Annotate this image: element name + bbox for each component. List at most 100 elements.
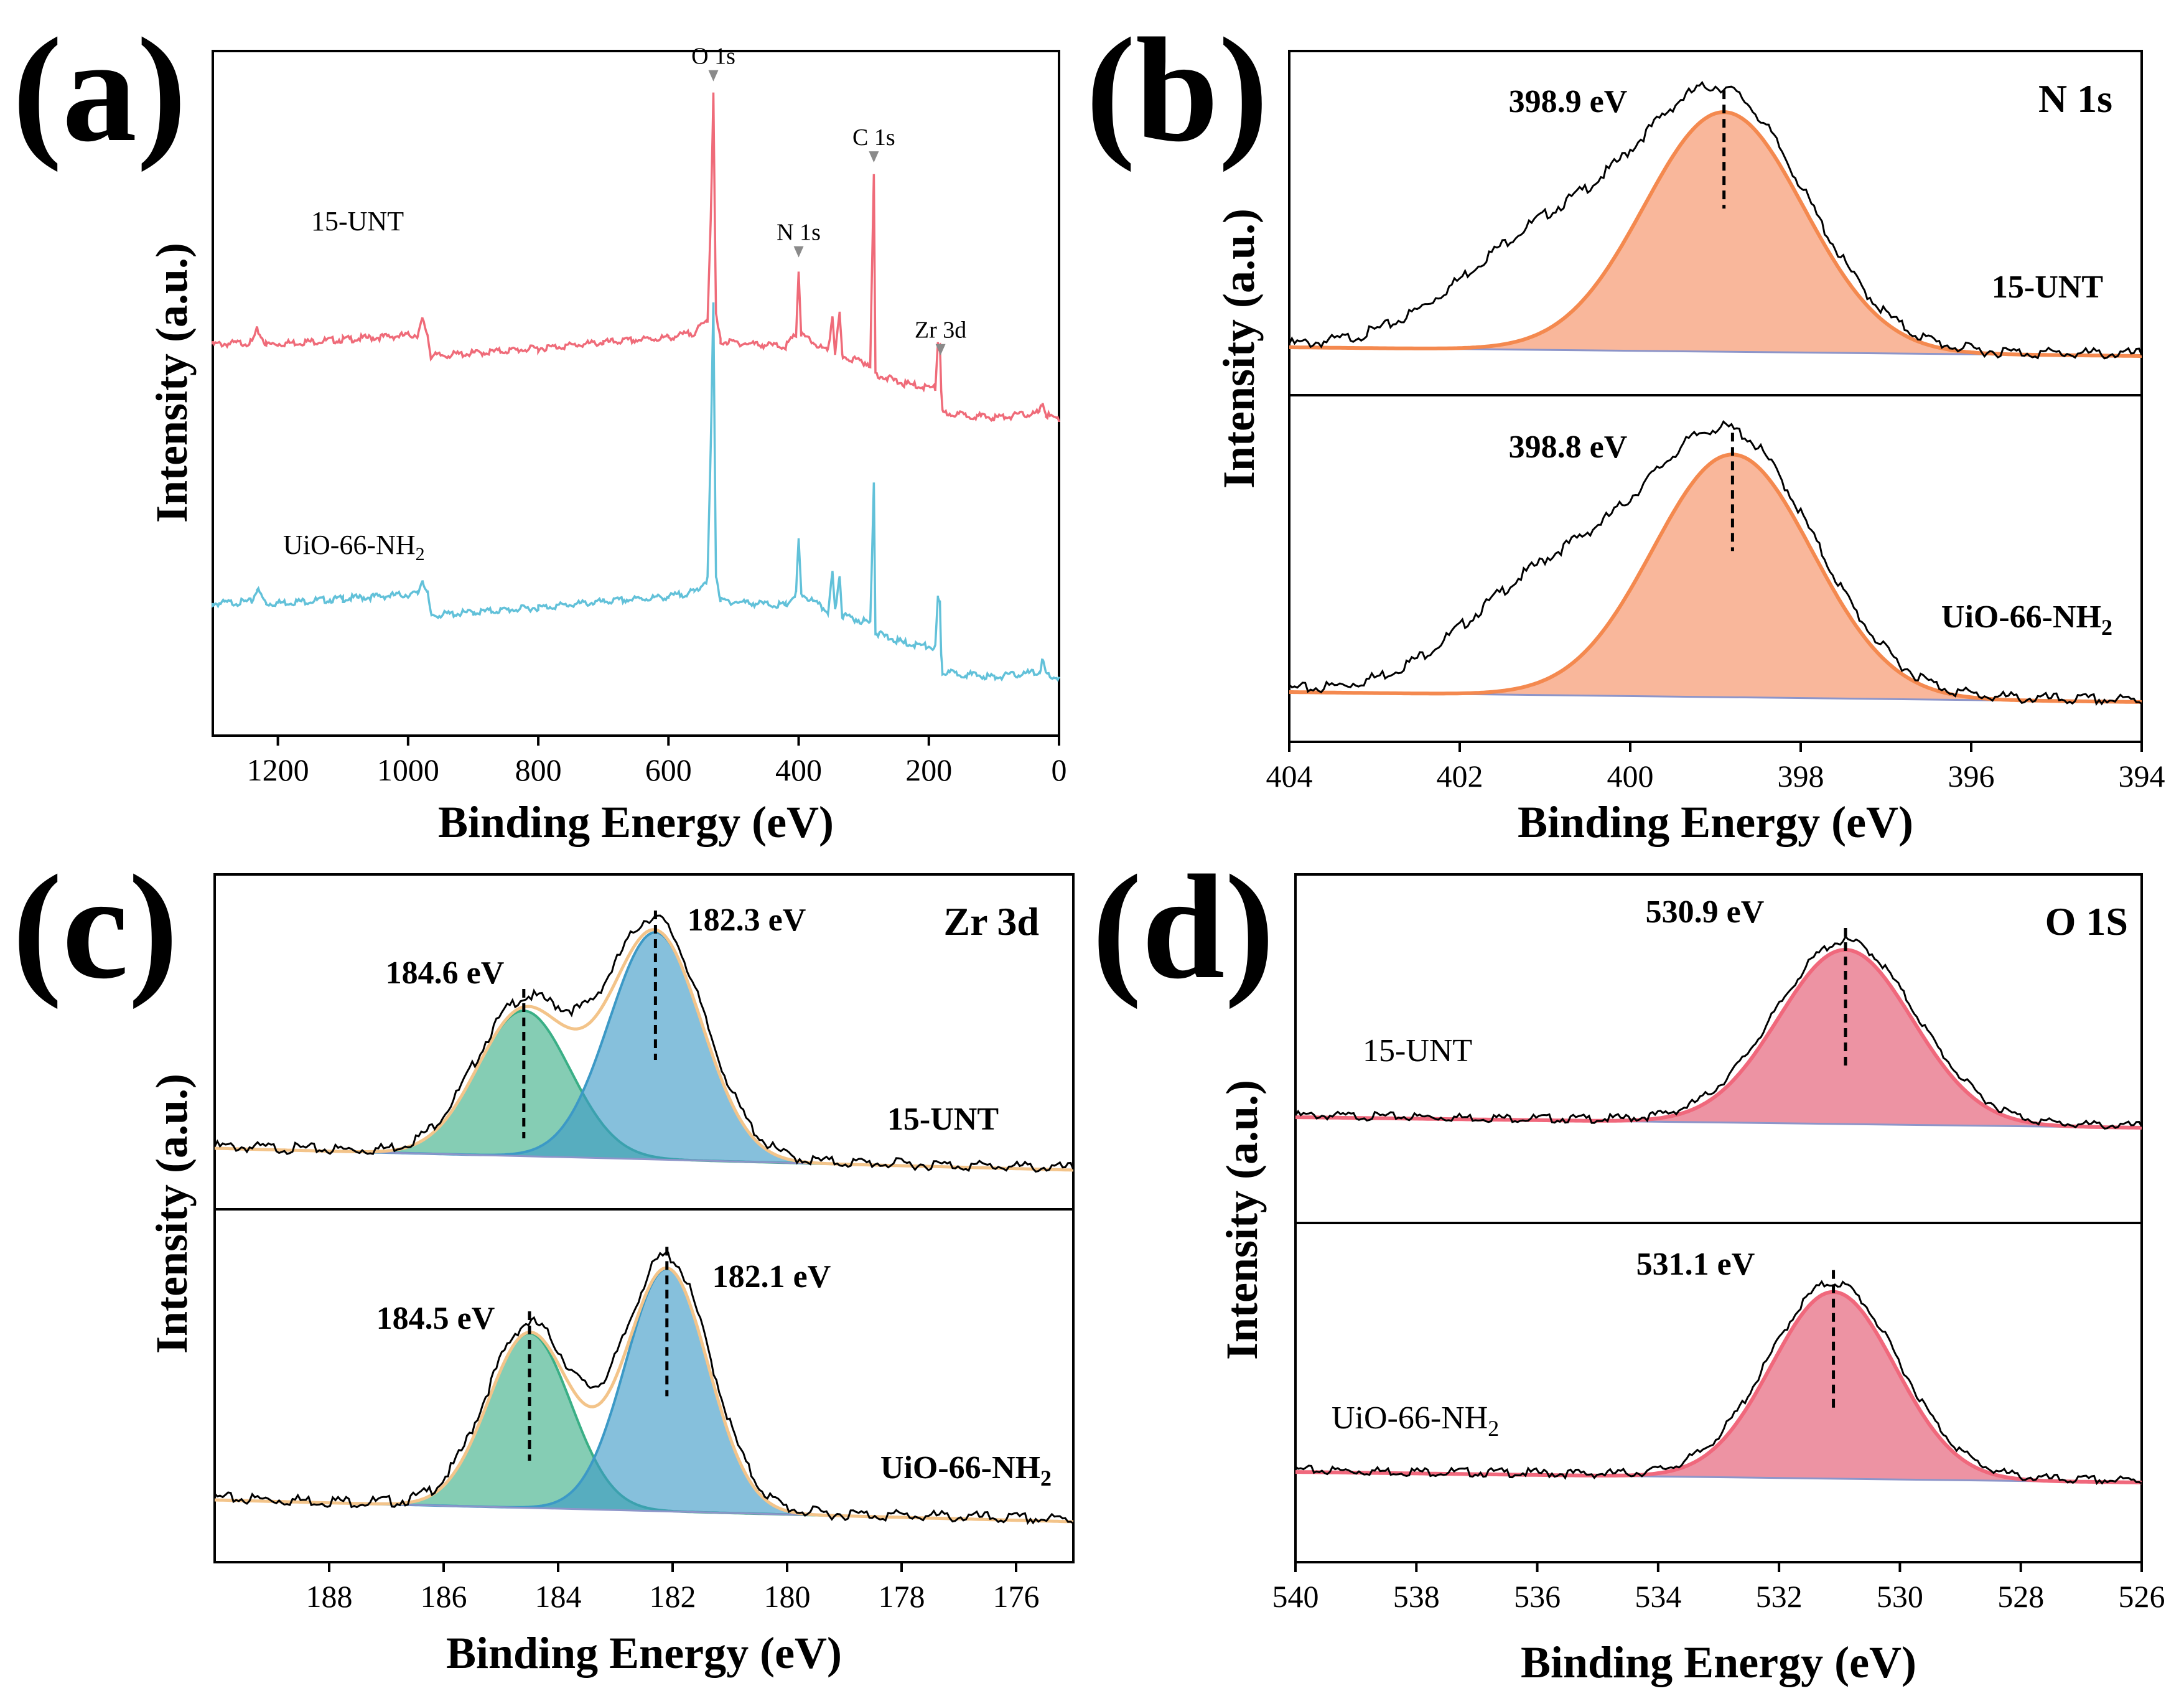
panel-c-x-ticks: 188 186 184 182 180 178 176 [306, 1562, 1040, 1614]
panel-b-stack-0-peak-fill-0 [1289, 112, 2142, 356]
panel-a-peak-marker-2 [869, 151, 879, 163]
panel-d-stack-1-peak-fill-0 [1295, 1291, 2142, 1483]
panel-b-peak-label-uio: 398.8 eV [1509, 429, 1628, 465]
panel-d-peak-label-uio: 531.1 eV [1636, 1247, 1755, 1282]
panel-c-marks [213, 910, 1075, 1525]
panel-d-uio-label-main: UiO-66-NH [1332, 1400, 1488, 1436]
panel-c-sample-label-uio: UiO-66-NH2 [880, 1450, 1052, 1491]
panel-b-tick-label-5: 394 [2119, 759, 2165, 794]
panel-a-series-label-15unt: 15-UNT [311, 206, 404, 237]
panel-c-title: Zr 3d [943, 899, 1039, 944]
panel-c-peak-label-uio-2: 182.1 eV [712, 1259, 831, 1295]
panel-c-peak-label-15unt-2: 182.3 eV [688, 902, 806, 938]
panel-b-stack-0-fit-line [1289, 110, 2142, 358]
panel-d-sample-label-15unt: 15-UNT [1363, 1033, 1472, 1069]
panel-a-peak-label-1: N 1s [777, 220, 821, 246]
panel-a-peak-marker-1 [793, 246, 804, 258]
panel-d-tick-label-3: 534 [1635, 1579, 1681, 1614]
panel-a-peak-label-0: O 1s [691, 44, 735, 70]
panel-a: (a) O 1s N 1s C 1s Zr 3d 1200 1000 800 600 400 2… [12, 7, 1067, 847]
panel-a-tick-label-0: 1200 [247, 752, 309, 787]
panel-d: (d) 540 538 536 534 532 530 528 526 O 1S 530.9 … [1092, 844, 2165, 1687]
panel-a-tick-label-3: 600 [645, 752, 692, 787]
panel-a-peak-marker-0 [708, 70, 719, 82]
panel-d-uio-label-sub: 2 [1488, 1416, 1499, 1441]
panel-b-sample-label-uio: UiO-66-NH2 [1941, 599, 2112, 640]
panel-b-uio-label-sub: 2 [2101, 615, 2112, 640]
panel-d-y-axis-title: Intensity (a.u.) [1217, 1080, 1267, 1360]
panel-b-tick-label-3: 398 [1778, 759, 1824, 794]
panel-d-x-ticks: 540 538 536 534 532 530 528 526 [1272, 1562, 2165, 1614]
panel-d-stack-0-peak-fill-0 [1295, 950, 2142, 1128]
panel-c-tick-label-2: 184 [535, 1579, 582, 1614]
panel-b-label: (b) [1086, 7, 1268, 172]
panel-a-peak-label-3: Zr 3d [915, 317, 966, 344]
panel-c-peak-label-uio-1: 184.5 eV [376, 1301, 495, 1336]
panel-c-tick-label-4: 180 [764, 1579, 811, 1614]
panel-a-uio-label-main: UiO-66-NH [283, 530, 416, 560]
panel-c-sample-label-15unt: 15-UNT [887, 1102, 999, 1137]
panel-a-uio-label-sub: 2 [416, 544, 425, 564]
panel-a-label: (a) [12, 7, 187, 172]
panel-c-x-axis-title: Binding Energy (eV) [446, 1628, 842, 1678]
panel-a-series-label-uio: UiO-66-NH2 [283, 530, 425, 564]
panel-d-tick-label-2: 536 [1514, 1579, 1561, 1614]
panel-c-y-axis-title: Intensity (a.u.) [147, 1074, 197, 1354]
panel-b-x-axis-title: Binding Energy (eV) [1518, 797, 1913, 847]
panel-b-stack-0-raw-trace [1288, 80, 2143, 360]
panel-d-peak-label-15unt: 530.9 eV [1646, 894, 1765, 930]
panel-d-sample-label-uio: UiO-66-NH2 [1332, 1400, 1499, 1441]
panel-d-tick-label-1: 538 [1393, 1579, 1440, 1614]
panel-b-tick-label-0: 404 [1266, 759, 1313, 794]
panel-a-y-axis-title: Intensity (a.u.) [147, 243, 197, 523]
panel-c-axes-frame [213, 873, 1075, 1563]
panel-a-peak-label-2: C 1s [852, 124, 895, 151]
panel-c-stack-1-peak-fill-1 [215, 1268, 1073, 1522]
panel-c-label: (c) [12, 844, 178, 1009]
panel-c-tick-label-0: 188 [306, 1579, 353, 1614]
panel-c-stack-1-raw-trace [213, 1251, 1074, 1525]
panel-c-tick-label-5: 178 [879, 1579, 925, 1614]
panel-a-tick-label-4: 400 [775, 752, 822, 787]
panel-d-stack-1-raw-trace [1295, 1280, 2142, 1486]
panel-d-tick-label-4: 532 [1756, 1579, 1803, 1614]
panel-c-peak-label-15unt-1: 184.6 eV [386, 955, 505, 991]
panel-d-marks [1294, 928, 2143, 1486]
panel-a-x-ticks: 1200 1000 800 600 400 200 0 [247, 736, 1067, 787]
panel-b-y-axis-title: Intensity (a.u.) [1214, 208, 1264, 489]
panel-a-series-line-1 [212, 302, 1060, 682]
panel-c-stack-0-peak-fill-1 [215, 932, 1073, 1170]
panel-b: (b) 404 402 400 398 396 394 N 1s 398.9 eV 398… [1086, 7, 2165, 847]
panel-d-title: O 1S [2045, 899, 2128, 944]
panel-d-tick-label-5: 530 [1877, 1579, 1923, 1614]
panel-b-stack-1-fit-line [1289, 452, 2142, 704]
panel-b-tick-label-4: 396 [1948, 759, 1995, 794]
panel-c-stack-1-envelope [214, 1266, 1074, 1524]
panel-b-tick-label-2: 400 [1607, 759, 1654, 794]
panel-d-tick-label-6: 528 [1997, 1579, 2044, 1614]
panel-a-tick-label-2: 800 [515, 752, 562, 787]
panel-c-tick-label-3: 182 [650, 1579, 696, 1614]
panel-d-stack-1-fit-line [1295, 1290, 2142, 1484]
panel-d-label: (d) [1092, 844, 1274, 1009]
panel-b-peak-label-15unt: 398.9 eV [1509, 84, 1628, 119]
panel-c-tick-label-1: 186 [421, 1579, 467, 1614]
panel-a-tick-label-1: 1000 [377, 752, 439, 787]
panel-c-uio-label-sub: 2 [1040, 1466, 1052, 1491]
panel-a-peak-marker-3 [935, 344, 946, 355]
panel-a-series-line-0 [212, 92, 1060, 423]
panel-c: (c) 188 186 184 182 180 178 176 Zr 3d 184.6 eV… [12, 844, 1075, 1678]
panel-b-stack-1-peak-fill-0 [1289, 454, 2142, 702]
panel-d-axes-frame [1294, 873, 2143, 1563]
panel-c-tick-label-6: 176 [993, 1579, 1040, 1614]
panel-a-x-axis-title: Binding Energy (eV) [438, 797, 834, 847]
panel-b-marks [1288, 80, 2143, 706]
panel-b-sample-label-15unt: 15-UNT [1992, 269, 2103, 305]
panel-b-title: N 1s [2038, 77, 2112, 121]
panel-b-x-ticks: 404 402 400 398 396 394 [1266, 742, 2165, 794]
panel-b-tick-label-1: 402 [1437, 759, 1483, 794]
panel-a-axes-frame [212, 50, 1060, 737]
panel-c-stack-0-raw-trace [213, 914, 1075, 1173]
panel-a-tick-label-6: 0 [1052, 752, 1067, 787]
